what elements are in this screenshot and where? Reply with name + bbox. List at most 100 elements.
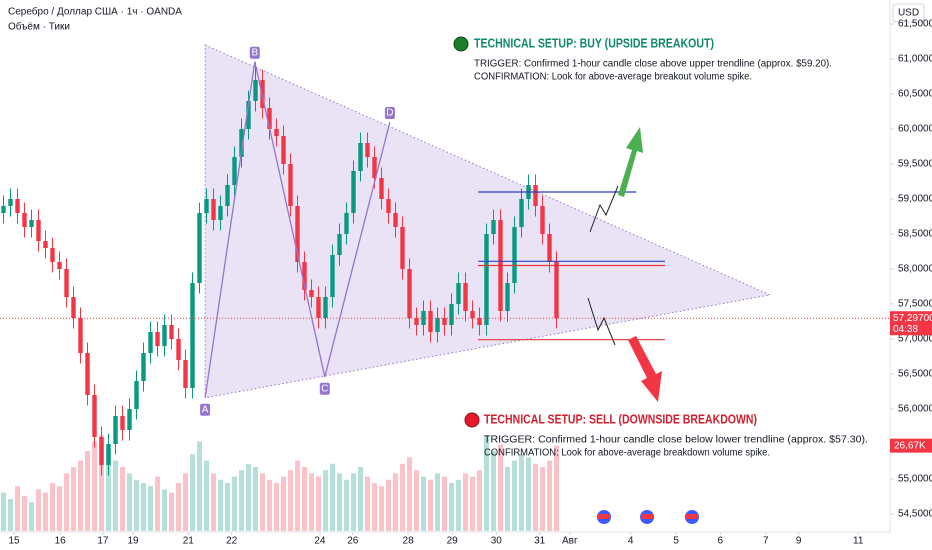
volume-bar (491, 451, 496, 531)
y-tick-label: 57,50000 (898, 299, 932, 310)
x-tick-label: 26 (347, 536, 359, 547)
candle-body (50, 248, 55, 262)
volume-bar (204, 460, 209, 531)
currency-box[interactable] (892, 3, 925, 23)
candle-body (204, 199, 209, 213)
volume-bar (162, 489, 167, 531)
x-tick-label: 29 (447, 536, 459, 547)
volume-bar (78, 460, 83, 531)
volume-bar (463, 473, 468, 531)
candle-body (8, 199, 13, 206)
volume-bar (407, 457, 412, 531)
volume-bar (190, 454, 195, 531)
volume-bar (239, 470, 244, 531)
candle-body (484, 234, 489, 325)
candle-body (505, 283, 510, 311)
volume-bar (120, 467, 125, 531)
volume-bar (386, 479, 391, 531)
volume-bar (372, 483, 377, 531)
sell-dot (464, 412, 480, 428)
volume-bar (197, 441, 202, 531)
volume-bar (106, 447, 111, 531)
x-tick-label: 15 (8, 536, 20, 547)
candle-body (148, 332, 153, 353)
volume-bar (519, 454, 524, 531)
volume-bar (50, 483, 55, 531)
x-tick-label: 22 (226, 536, 238, 547)
currency[interactable]: USD (898, 8, 919, 19)
volume-bar (225, 483, 230, 531)
last-price-label: 57,29700 (893, 313, 932, 324)
y-tick-label: 61,00000 (898, 54, 932, 65)
countdown: 04:38 (893, 324, 918, 335)
candle-body (1, 206, 6, 213)
volume-bar (344, 479, 349, 531)
candle-body (330, 255, 335, 297)
wave-label: D (386, 108, 393, 119)
y-tick-label: 56,50000 (898, 369, 932, 380)
candle-body (533, 185, 538, 206)
y-tick-label: 59,50000 (898, 159, 932, 170)
volume-bar (36, 489, 41, 531)
x-tick-label: 4 (628, 536, 634, 547)
plot: A B C D (0, 44, 890, 531)
volume-bar (309, 473, 314, 531)
x-tick-label: 5 (673, 536, 679, 547)
volume-bar (533, 463, 538, 531)
volume-bar (148, 486, 153, 531)
x-tick-label: 24 (314, 536, 326, 547)
candle-body (393, 213, 398, 227)
volume-bar (365, 476, 370, 531)
candle-body (491, 220, 496, 234)
candle-body (85, 353, 90, 395)
candle-body (407, 269, 412, 318)
volume-bar (428, 479, 433, 531)
candle-body (288, 164, 293, 206)
y-tick-label: 55,00000 (898, 474, 932, 485)
volume-bar (526, 457, 531, 531)
volume-bar (547, 460, 552, 531)
volume-bar (498, 444, 503, 531)
candle-body (113, 416, 118, 444)
x-tick-label: 7 (763, 536, 769, 547)
candle-body (372, 157, 377, 178)
triangle-pattern (204, 44, 772, 399)
event-flag-stripe (598, 514, 610, 519)
candle-body (309, 290, 314, 297)
y-tick-label: 59,00000 (898, 194, 932, 205)
wave-label: C (321, 383, 328, 394)
candle-body (36, 220, 41, 241)
volume-bar (540, 467, 545, 531)
candle-body (190, 283, 195, 388)
volume-bar (505, 467, 510, 531)
candle-body (274, 129, 279, 136)
candle-body (554, 262, 559, 318)
volume-bar (400, 463, 405, 531)
x-tick-label: 16 (55, 536, 67, 547)
volume-bar (253, 467, 258, 531)
candle-body (547, 234, 552, 262)
candle-body (176, 339, 181, 360)
volume-label: Объём · Тики (8, 21, 70, 33)
volume-bar (442, 476, 447, 531)
volume-bar (127, 473, 132, 531)
volume-bar (288, 470, 293, 531)
volume-bar (64, 473, 69, 531)
candle-body (57, 262, 62, 269)
wave-label-box (249, 46, 260, 59)
candle-body (470, 311, 475, 318)
volume-bar (484, 435, 489, 531)
candle-body (141, 353, 146, 381)
volume-bar (477, 470, 482, 531)
event-flags[interactable] (597, 510, 699, 524)
volume-bar (85, 451, 90, 531)
candle-body (351, 171, 356, 213)
x-tick-label: 6 (718, 536, 724, 547)
candle-body (197, 213, 202, 283)
candle-body (337, 234, 342, 255)
candle-body (29, 220, 34, 227)
candle-body (379, 178, 384, 199)
volume-bar (393, 473, 398, 531)
x-tick-label: 11 (853, 536, 864, 547)
